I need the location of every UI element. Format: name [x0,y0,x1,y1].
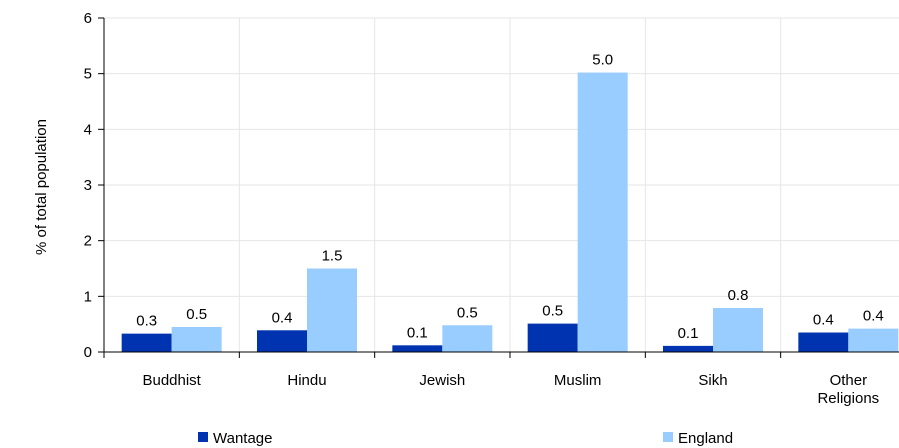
y-tick-label: 6 [84,10,92,27]
data-labels: 0.3 0.5 0.4 1.5 0.1 0.5 0.5 5.0 0.1 0.8 0.4 0.4 [136,52,884,342]
x-tick-labels: Buddhist Hindu Jewish Muslim Sikh OtherReligi… [142,372,879,407]
bar-england [307,268,357,352]
bar-england [577,72,628,352]
data-label: 0.1 [407,324,428,341]
data-label: 0.5 [457,304,478,321]
data-label: 0.4 [272,309,293,326]
y-tick-labels: 0 1 2 3 4 5 6 [84,10,92,361]
data-label: 0.8 [728,287,749,304]
data-label: 1.5 [322,248,343,265]
y-tick-label: 5 [84,66,92,83]
data-label: 0.5 [186,306,207,323]
x-tick-label: Muslim [554,372,602,389]
bar-england [171,326,222,352]
y-tick-label: 1 [84,288,92,305]
bar-wantage [121,333,172,352]
data-label: 0.4 [863,308,884,325]
x-tick-label: Sikh [698,372,727,389]
y-tick-label: 4 [84,121,92,138]
x-tick-label: Religions [817,390,879,407]
bar-wantage [798,332,849,352]
legend-label-wantage: Wantage [213,430,272,447]
y-tick-label: 0 [84,344,92,361]
y-tick-label: 2 [84,233,92,250]
bar-england [442,325,493,352]
bar-england [713,308,763,352]
y-tick-label: 3 [84,177,92,194]
bar-wantage [663,345,713,352]
x-tick-label: Jewish [419,372,465,389]
data-label: 0.1 [678,325,699,342]
legend-label-england: England [678,430,733,447]
bars [121,72,899,352]
x-tick-label: Other [830,372,868,389]
bar-wantage [527,323,578,352]
axes [98,17,899,358]
x-tick-label: Buddhist [142,372,201,389]
gridlines [104,17,899,352]
x-tick-label: Hindu [287,372,326,389]
y-axis-label: % of total population [33,119,50,255]
legend: Wantage England [198,430,733,447]
legend-swatch-wantage [198,432,208,442]
data-label: 0.3 [136,313,157,330]
legend-swatch-england [663,432,673,442]
bar-wantage [392,345,443,352]
data-label: 0.4 [813,312,834,329]
data-label: 0.5 [542,303,563,320]
data-label: 5.0 [592,52,613,69]
bar-wantage [257,330,307,352]
bar-england [848,328,899,352]
